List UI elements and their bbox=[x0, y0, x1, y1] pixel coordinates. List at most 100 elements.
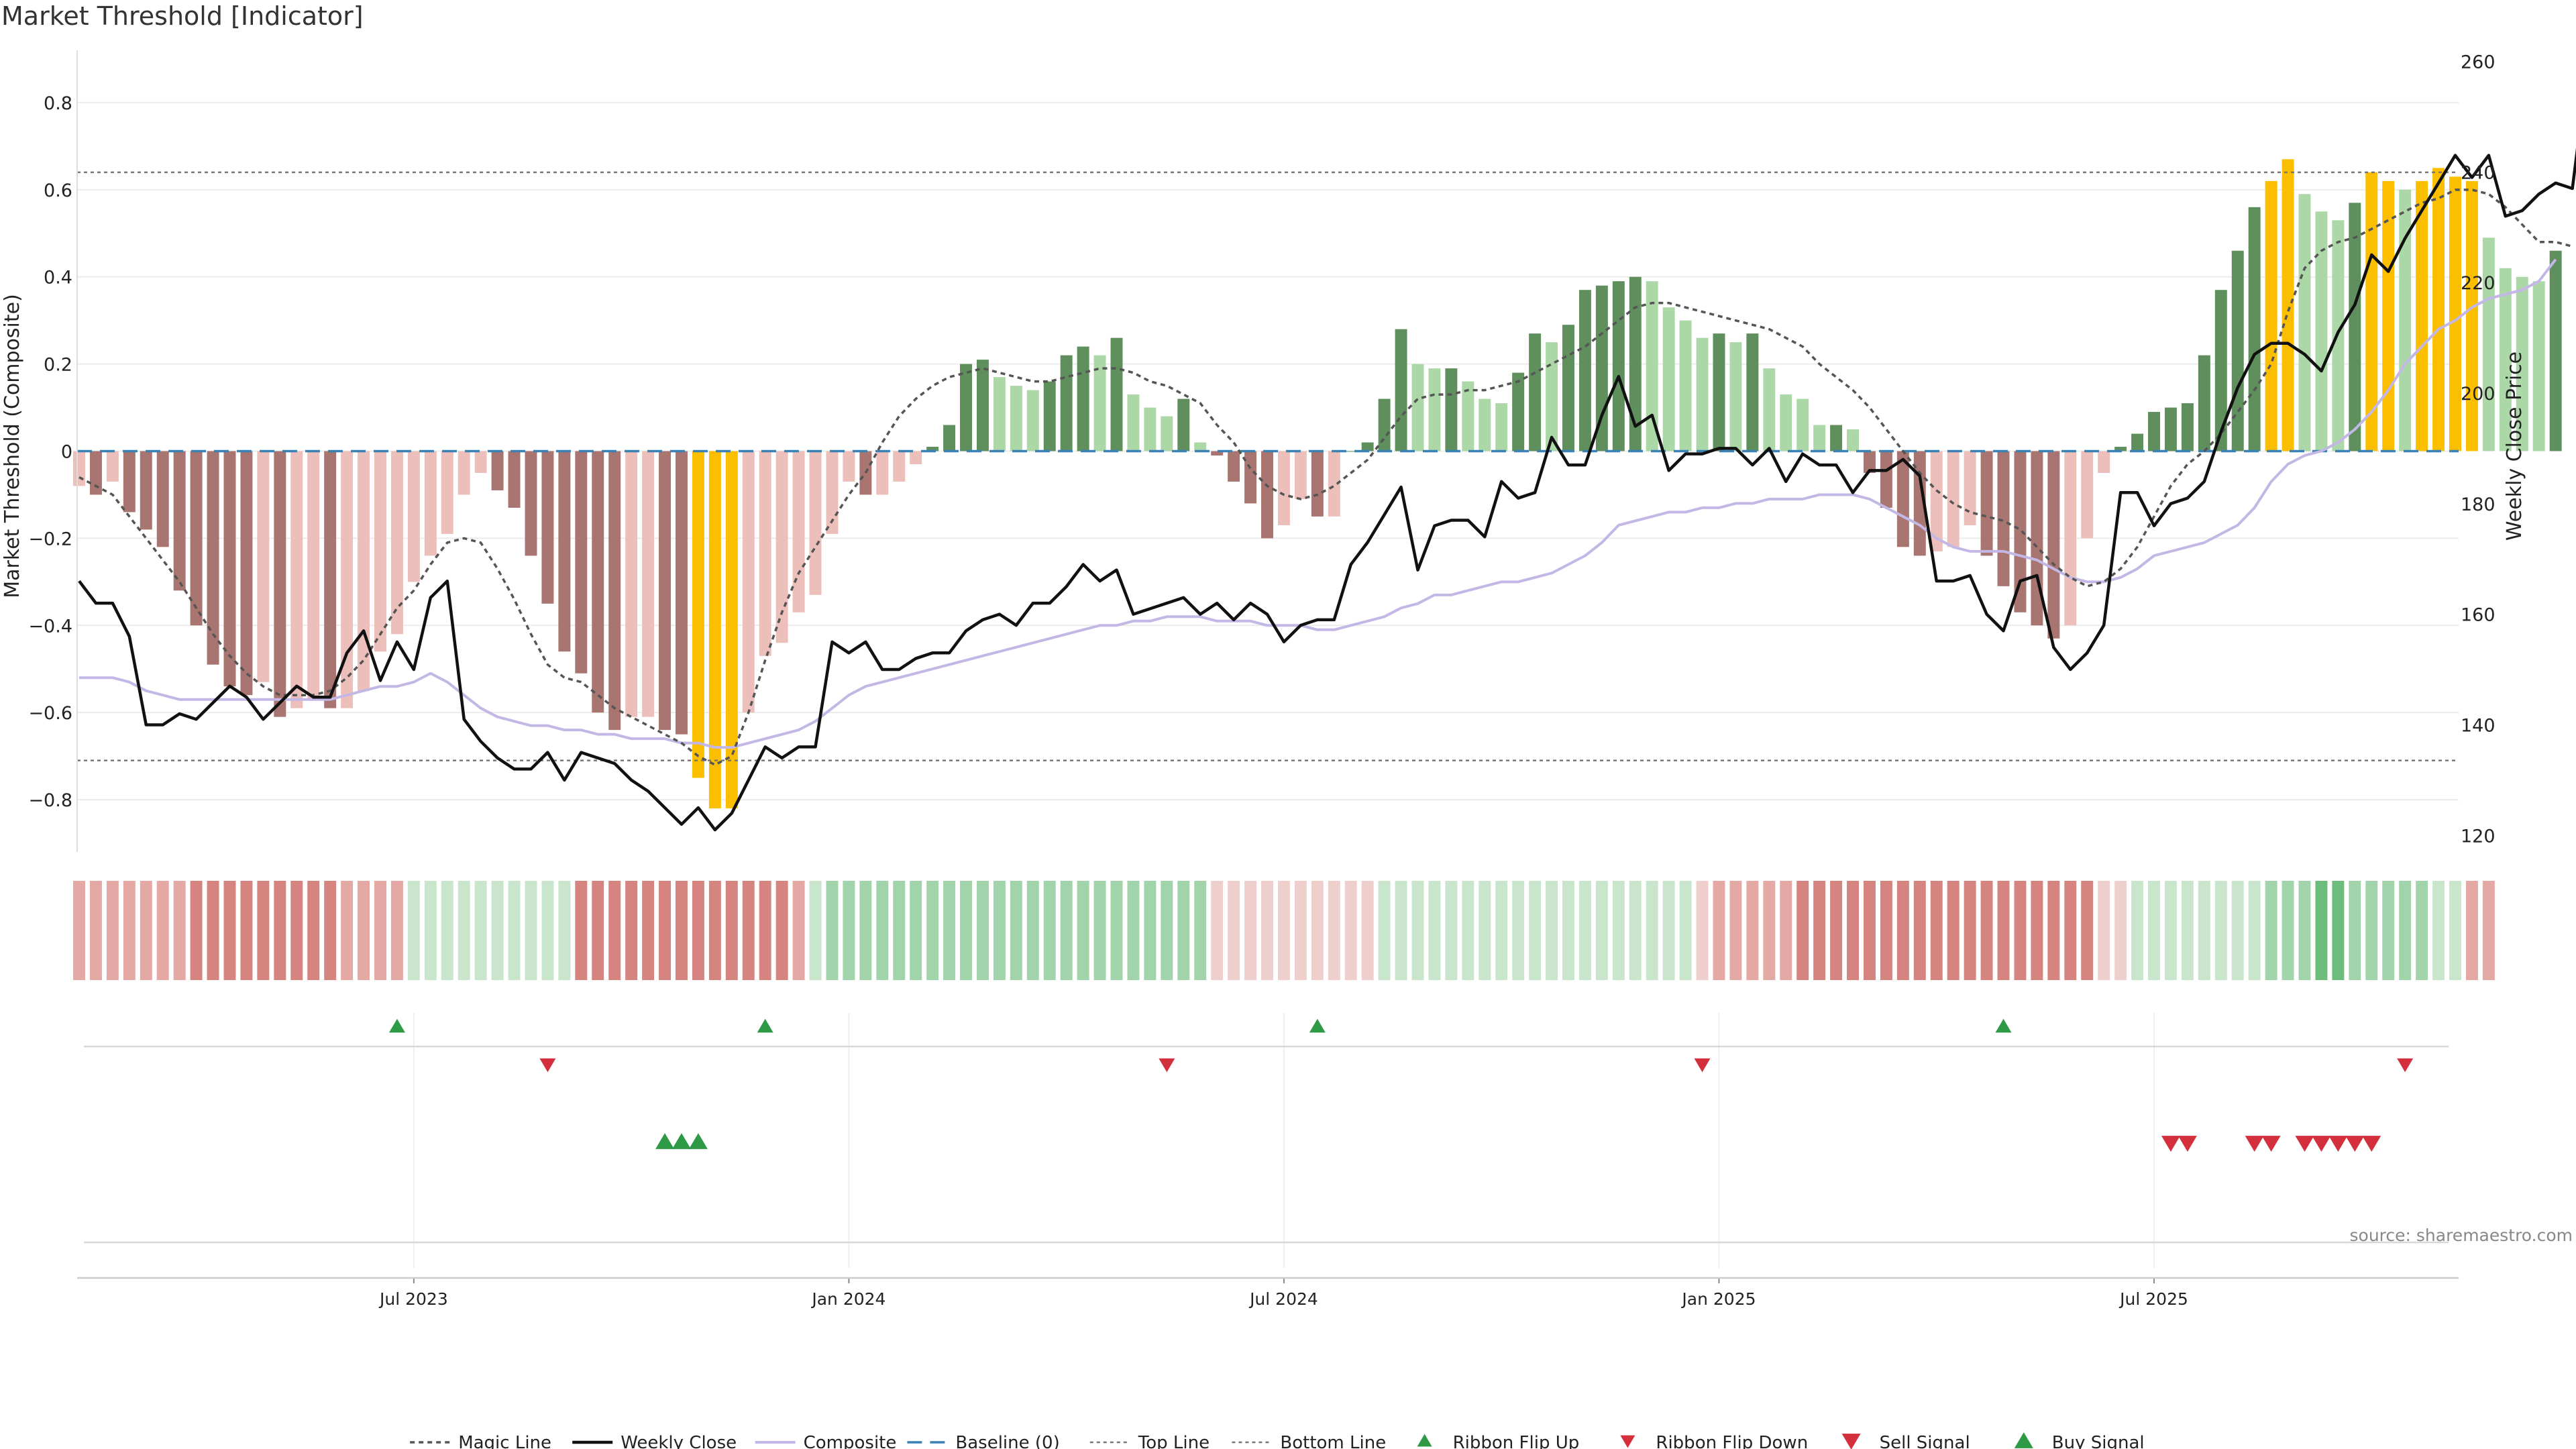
ribbon-cell bbox=[843, 881, 855, 980]
legend-item-flipdown: Ribbon Flip Down bbox=[1620, 1433, 1808, 1449]
ribbon-cell bbox=[341, 881, 354, 980]
composite-bar bbox=[2114, 447, 2127, 451]
composite-bar bbox=[1729, 342, 1742, 451]
ribbon-strip bbox=[73, 881, 2495, 980]
ribbon-cell bbox=[960, 881, 972, 980]
composite-bar bbox=[223, 451, 236, 687]
composite-bar bbox=[1010, 386, 1022, 451]
y2-tick-label: 260 bbox=[2461, 52, 2496, 72]
ribbon-cell bbox=[1479, 881, 1491, 980]
ribbon-cell bbox=[592, 881, 604, 980]
composite-bar bbox=[2064, 451, 2077, 626]
composite-bar bbox=[2432, 168, 2445, 451]
ribbon-cell bbox=[1796, 881, 1809, 980]
composite-bar bbox=[1629, 276, 1642, 451]
x-tick-label: Jul 2024 bbox=[1248, 1289, 1318, 1309]
composite-bar bbox=[642, 451, 655, 717]
ribbon-cell bbox=[2482, 881, 2495, 980]
ribbon-cell bbox=[2131, 881, 2144, 980]
ribbon-cell bbox=[1880, 881, 1892, 980]
ribbon-cell bbox=[1997, 881, 2010, 980]
composite-bar bbox=[1830, 425, 1843, 451]
composite-bar bbox=[2532, 281, 2545, 451]
ribbon-cell bbox=[307, 881, 320, 980]
composite-bar bbox=[140, 451, 152, 530]
y2-tick-label: 220 bbox=[2461, 273, 2496, 294]
ribbon-cell bbox=[2382, 881, 2395, 980]
ribbon-cell bbox=[976, 881, 989, 980]
composite-bar bbox=[1847, 429, 1860, 451]
composite-bar bbox=[1679, 320, 1692, 451]
y2-tick-label: 140 bbox=[2461, 715, 2496, 736]
composite-bar bbox=[608, 451, 621, 731]
ribbon-cell bbox=[809, 881, 822, 980]
composite-bar bbox=[1980, 451, 1993, 556]
composite-bar bbox=[341, 451, 354, 708]
ribbon-cell bbox=[2416, 881, 2428, 980]
composite-bar bbox=[1880, 451, 1892, 508]
composite-bar bbox=[290, 451, 303, 708]
ribbon-cell bbox=[2449, 881, 2461, 980]
composite-bar bbox=[1930, 451, 1943, 551]
legend-label: Baseline (0) bbox=[955, 1433, 1059, 1449]
composite-bar bbox=[708, 451, 721, 809]
legend-item-bottom: Bottom Line bbox=[1232, 1433, 1386, 1449]
ribbon-cell bbox=[374, 881, 386, 980]
ribbon-flip-down-marker bbox=[2397, 1058, 2414, 1073]
legend-label: Bottom Line bbox=[1280, 1433, 1386, 1449]
sell-signal-marker bbox=[2245, 1136, 2264, 1152]
ribbon-cell bbox=[1060, 881, 1073, 980]
ribbon-cell bbox=[910, 881, 922, 980]
legend-item-buy: Buy Signal bbox=[2014, 1432, 2145, 1449]
ribbon-cell bbox=[2214, 881, 2227, 980]
composite-bar bbox=[2131, 433, 2144, 451]
legend-item-magic: Magic Line bbox=[410, 1433, 551, 1449]
composite-bar bbox=[1813, 425, 1826, 451]
ribbon-cell bbox=[2231, 881, 2244, 980]
composite-bar bbox=[2248, 207, 2261, 451]
composite-bar bbox=[742, 451, 755, 713]
composite-bar bbox=[592, 451, 604, 713]
ribbon-cell bbox=[1378, 881, 1391, 980]
composite-bar bbox=[89, 451, 102, 495]
ribbon-cell bbox=[190, 881, 203, 980]
composite-bar bbox=[960, 364, 972, 451]
weekly-close-line bbox=[78, 148, 2576, 832]
composite-bar bbox=[1127, 394, 1140, 451]
ribbon-cell bbox=[608, 881, 621, 980]
composite-bar bbox=[1395, 329, 1407, 451]
ribbon-cell bbox=[424, 881, 437, 980]
composite-bar bbox=[725, 451, 738, 809]
ribbon-cell bbox=[1896, 881, 1909, 980]
legend-label: Top Line bbox=[1138, 1433, 1210, 1449]
ribbon-cell bbox=[1679, 881, 1692, 980]
ribbon-cell bbox=[156, 881, 169, 980]
composite-bar bbox=[1194, 442, 1207, 451]
composite-bar bbox=[2298, 194, 2311, 451]
legend-label: Composite bbox=[804, 1433, 897, 1449]
composite-bar bbox=[1294, 451, 1307, 499]
composite-bar bbox=[2081, 451, 2094, 539]
composite-bar bbox=[474, 451, 487, 473]
ribbon-cell bbox=[708, 881, 721, 980]
composite-bar bbox=[1428, 368, 1441, 451]
sell-signal-marker bbox=[2261, 1136, 2281, 1152]
ribbon-cell bbox=[642, 881, 655, 980]
ribbon-cell bbox=[1612, 881, 1625, 980]
composite-bar bbox=[976, 360, 989, 451]
x-tick-label: Jul 2025 bbox=[2118, 1289, 2188, 1309]
signal-markers bbox=[77, 1013, 2459, 1279]
ribbon-cell bbox=[1729, 881, 1742, 980]
ribbon-cell bbox=[1847, 881, 1860, 980]
ribbon-cell bbox=[525, 881, 537, 980]
ribbon-cell bbox=[207, 881, 219, 980]
composite-bar bbox=[2014, 451, 2027, 612]
sell-signal-marker bbox=[2328, 1136, 2348, 1152]
ribbon-cell bbox=[1562, 881, 1574, 980]
composite-bar bbox=[1780, 394, 1792, 451]
composite-bar bbox=[2465, 180, 2478, 451]
composite-bar bbox=[2449, 176, 2461, 451]
legend-label: Weekly Close bbox=[621, 1433, 737, 1449]
ribbon-cell bbox=[558, 881, 571, 980]
ribbon-cell bbox=[1495, 881, 1508, 980]
